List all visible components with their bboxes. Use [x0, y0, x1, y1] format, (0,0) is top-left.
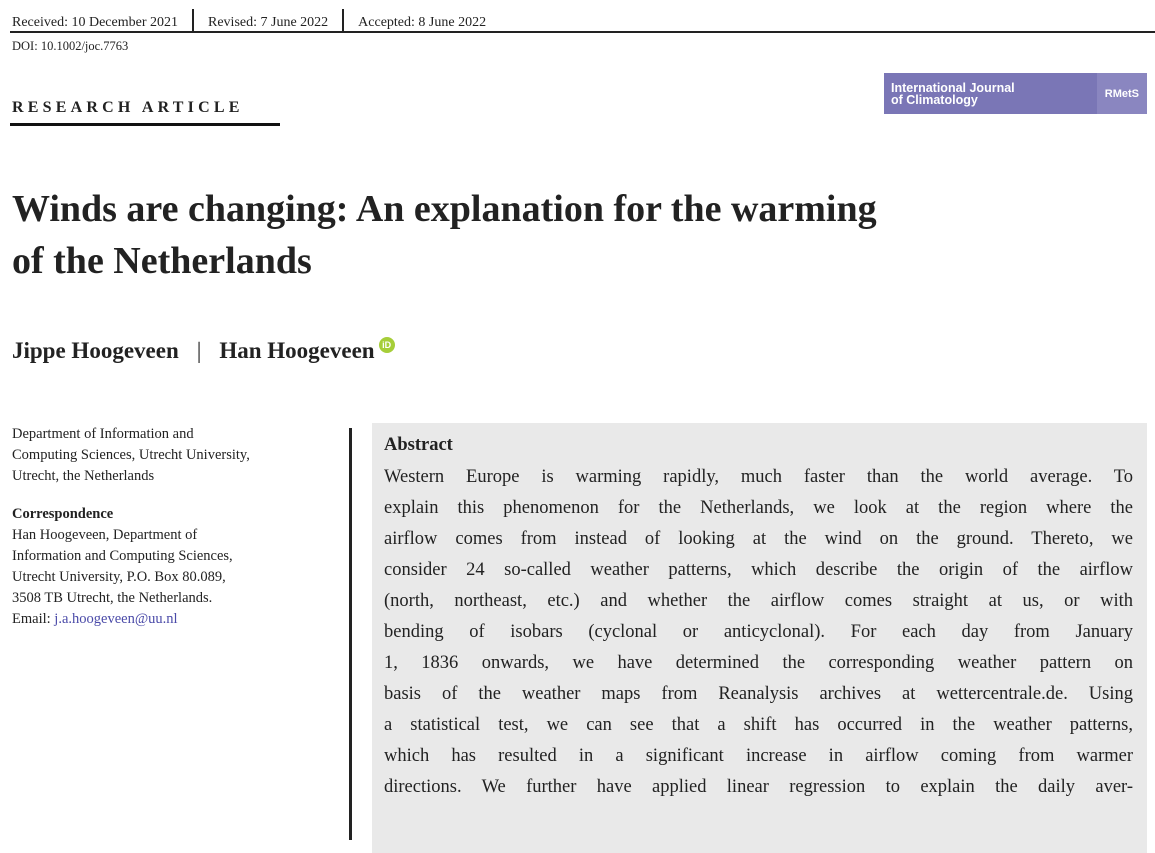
abstract-line: bending of isobars (cyclonal or anticycl…	[384, 622, 1133, 642]
publisher-logo: RMetS	[1096, 73, 1147, 114]
affiliation-line: Computing Sciences, Utrecht University,	[12, 447, 250, 463]
abstract-line: (north, northeast, etc.) and whether the…	[384, 591, 1133, 611]
email-line: Email: j.a.hoogeveen@uu.nl	[12, 609, 342, 630]
divider	[192, 9, 194, 33]
revised-date: Revised: 7 June 2022	[208, 15, 329, 30]
correspondence-line: Utrecht University, P.O. Box 80.089,	[12, 569, 226, 585]
author-name[interactable]: Han Hoogeveen	[219, 338, 375, 363]
divider	[342, 9, 345, 33]
received-date: Received: 10 December 2021	[12, 15, 178, 30]
abstract-line: airflow comes from instead of looking at…	[384, 529, 1133, 549]
abstract-heading: Abstract	[384, 435, 453, 455]
affiliation-panel: Department of Information and Computing …	[12, 424, 342, 630]
author-name[interactable]: Jippe Hoogeveen	[12, 338, 179, 363]
correspondence-line: 3508 TB Utrecht, the Netherlands.	[12, 590, 213, 606]
journal-logo: International Journal of Climatology RMet…	[884, 73, 1147, 114]
abstract-line: Western Europe is warming rapidly, much …	[384, 467, 1133, 487]
abstract-line: explain this phenomenon for the Netherla…	[384, 498, 1133, 518]
abstract-line: which has resulted in a significant incr…	[384, 746, 1133, 766]
header-rule	[10, 31, 1155, 33]
journal-name-line1: International Journal	[891, 80, 1015, 95]
orcid-icon[interactable]: iD	[378, 337, 395, 353]
abstract-line: 1, 1836 onwards, we have determined the …	[384, 653, 1133, 673]
accepted-date: Accepted: 8 June 2022	[358, 15, 487, 30]
abstract-text: Western Europe is warming rapidly, much …	[384, 462, 1133, 803]
article-type-underline	[10, 123, 280, 126]
correspondence-heading: Correspondence	[12, 506, 114, 522]
doi[interactable]: DOI: 10.1002/joc.7763	[12, 39, 129, 53]
email-link[interactable]: j.a.hoogeveen@uu.nl	[54, 611, 178, 627]
email-label: Email:	[12, 611, 55, 627]
column-divider	[349, 428, 352, 840]
abstract-line: consider 24 so-called weather patterns, …	[384, 560, 1133, 580]
article-type: RESEARCH ARTICLE	[12, 99, 244, 116]
author-separator: |	[196, 338, 202, 363]
journal-name-line2: of Climatology	[891, 92, 978, 107]
page-title: Winds are changing: An explanation for t…	[12, 183, 877, 287]
correspondence-line: Han Hoogeveen, Department of	[12, 527, 198, 543]
abstract-line: directions. We further have applied line…	[384, 777, 1133, 797]
article-history: Received: 10 December 2021 Revised: 7 Ju…	[12, 9, 500, 33]
abstract-box: Abstract Western Europe is warming rapid…	[372, 423, 1147, 853]
author-list: Jippe Hoogeveen | Han Hoogeveen iD	[12, 337, 395, 364]
title-line: Winds are changing: An explanation for t…	[12, 188, 877, 230]
affiliation-line: Utrecht, the Netherlands	[12, 468, 155, 484]
title-line: of the Netherlands	[12, 240, 312, 282]
abstract-line: basis of the weather maps from Reanalysi…	[384, 684, 1133, 704]
affiliation-line: Department of Information and	[12, 426, 194, 442]
abstract-line: a statistical test, we can see that a sh…	[384, 715, 1133, 735]
correspondence-line: Information and Computing Sciences,	[12, 548, 233, 564]
